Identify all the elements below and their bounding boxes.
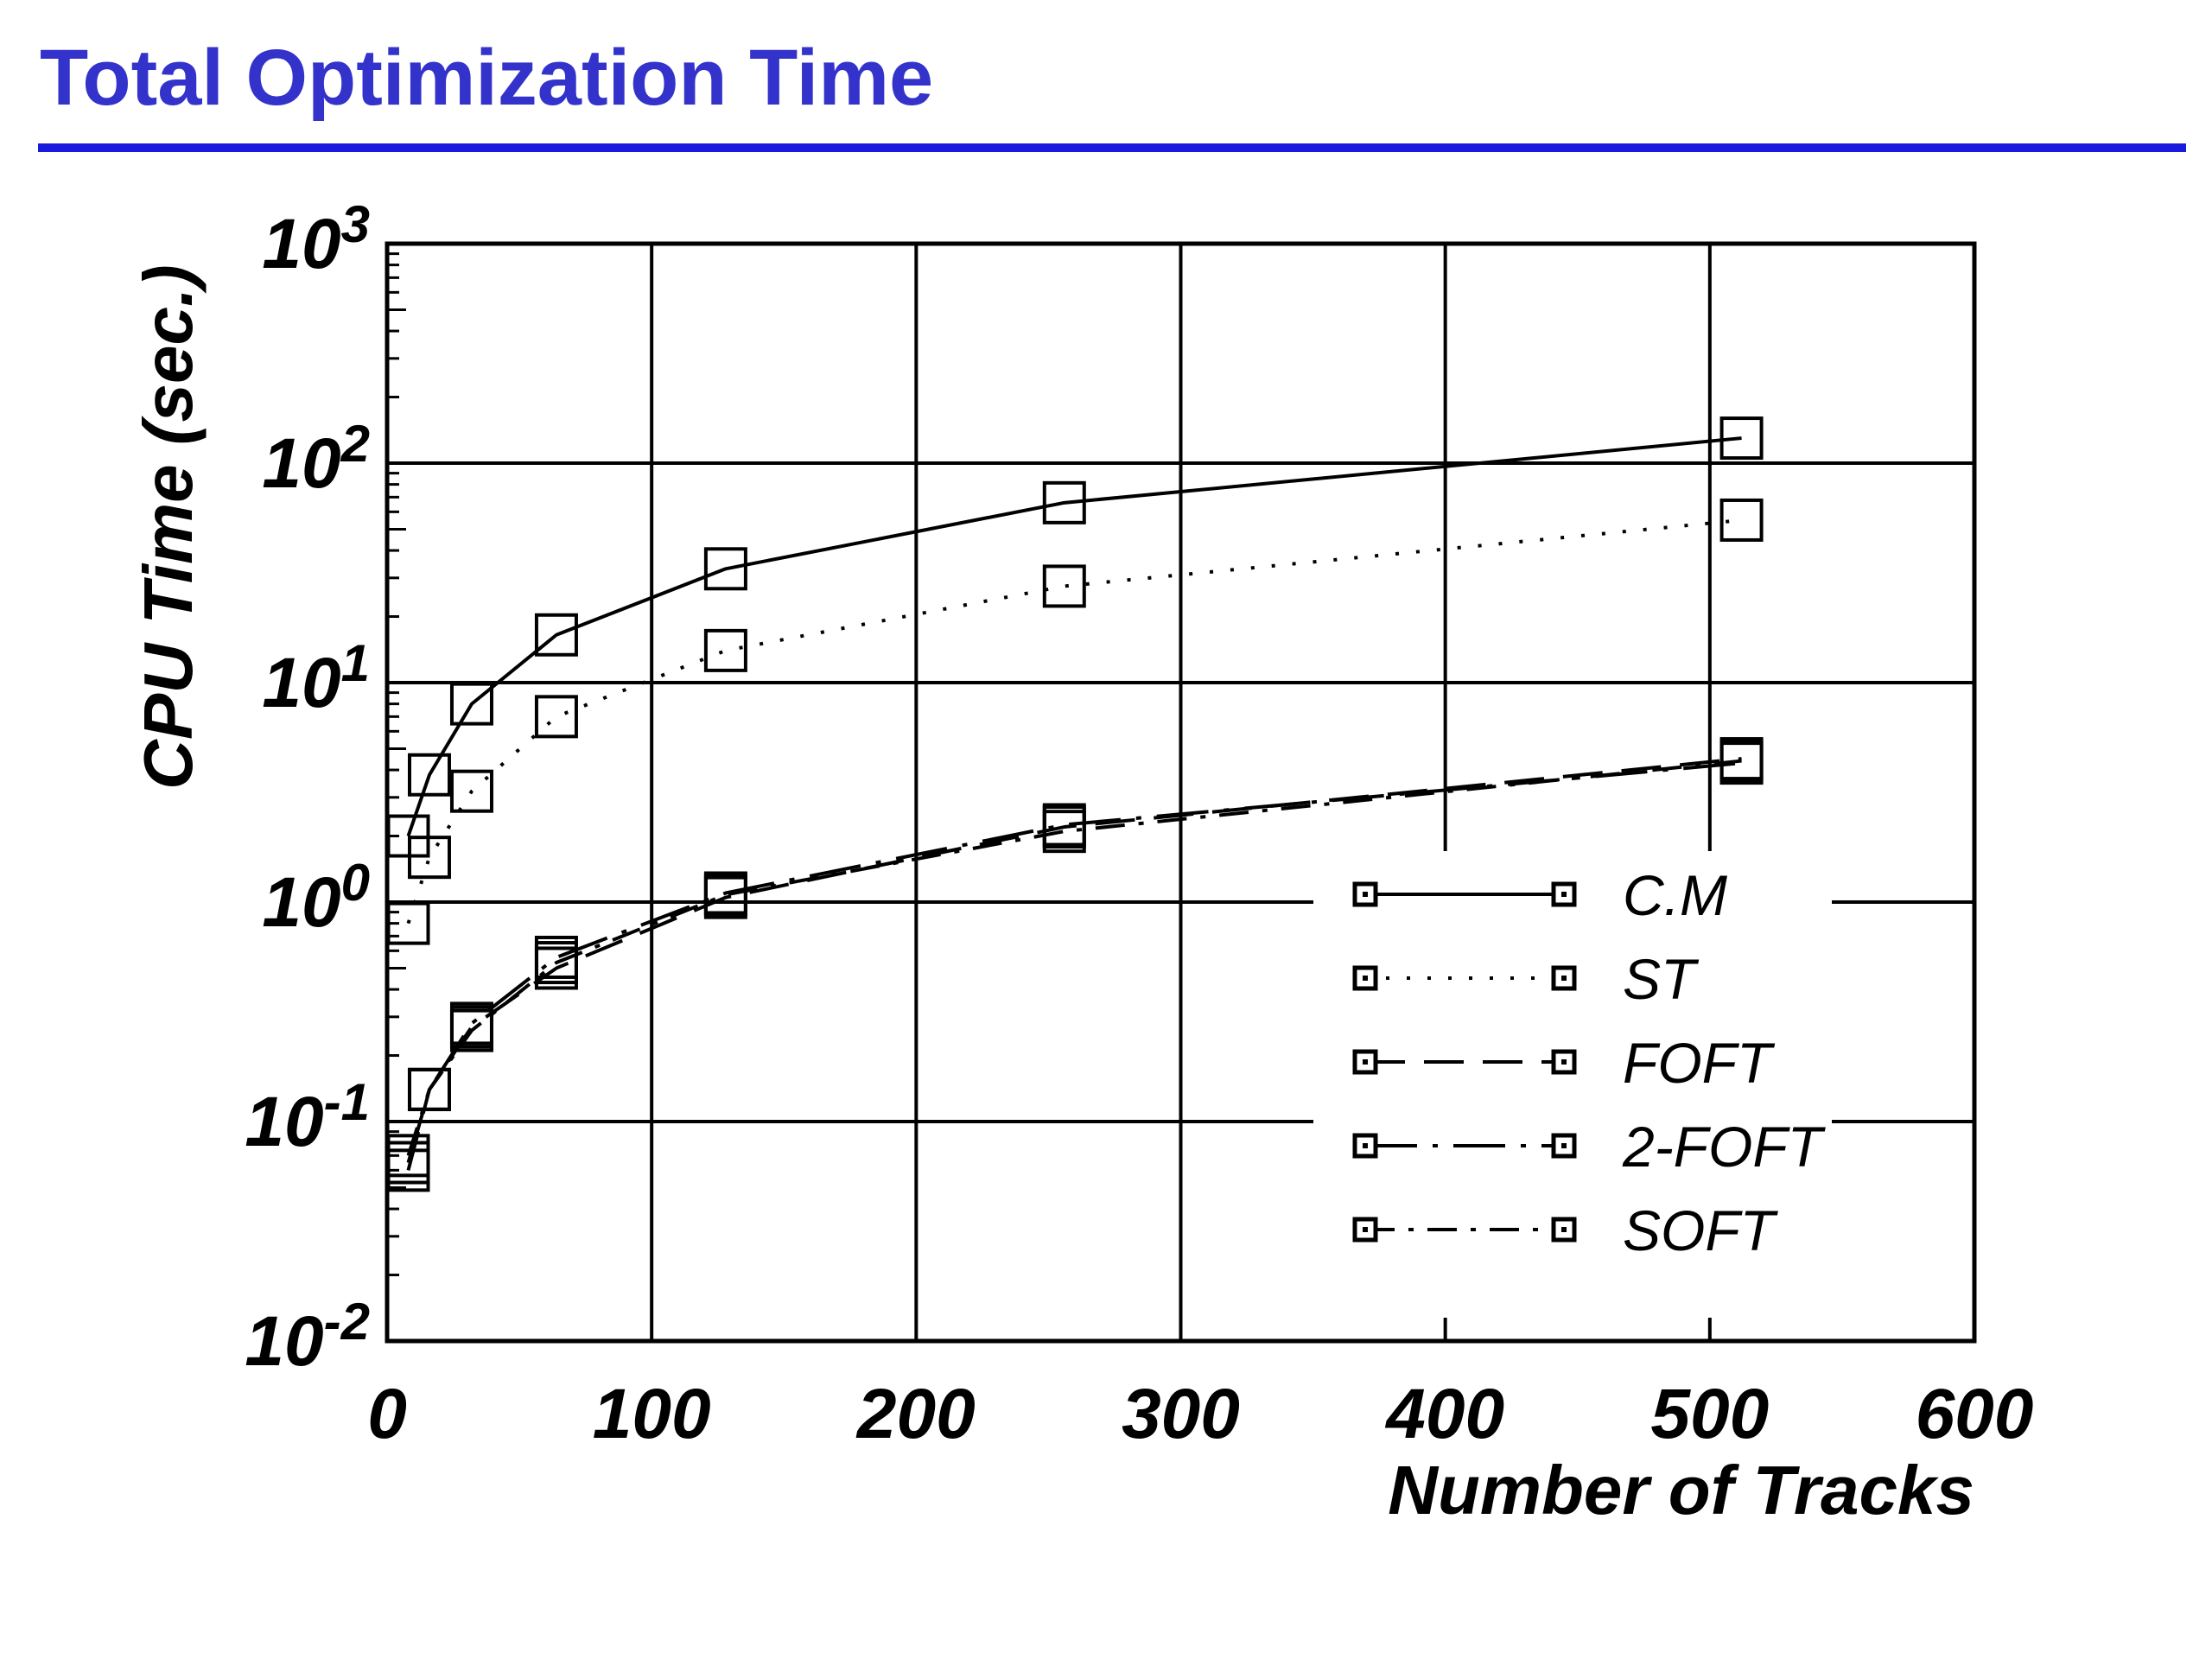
y-tick-label: 100 bbox=[262, 854, 370, 942]
series-line bbox=[406, 759, 1742, 1156]
x-tick-label: 600 bbox=[1916, 1375, 2034, 1453]
x-tick-label: 0 bbox=[367, 1375, 407, 1453]
legend-item: ST bbox=[1352, 947, 1700, 1011]
y-tick-label: 103 bbox=[262, 195, 370, 283]
x-tick-labels: 0 100 200 300 400 500 600 bbox=[367, 1375, 2033, 1453]
data-point-marker bbox=[1719, 498, 1764, 542]
x-tick-label: 400 bbox=[1384, 1375, 1504, 1453]
series-line bbox=[406, 436, 1742, 837]
legend-label: ST bbox=[1623, 947, 1700, 1011]
data-point-marker bbox=[449, 1008, 493, 1052]
data-point-marker bbox=[407, 836, 451, 880]
legend-item: C.M bbox=[1352, 863, 1727, 927]
legend-marker-dot bbox=[1363, 976, 1368, 981]
series-c-m bbox=[386, 416, 1764, 858]
x-tick-label: 200 bbox=[855, 1375, 976, 1453]
data-point-marker bbox=[703, 873, 747, 917]
legend-marker-dot bbox=[1561, 1227, 1567, 1232]
data-point-marker bbox=[407, 1067, 451, 1111]
legend-label: C.M bbox=[1623, 863, 1727, 927]
data-point-marker bbox=[703, 628, 747, 672]
legend-item: 2-FOFT bbox=[1352, 1115, 1827, 1179]
series-soft bbox=[386, 739, 1764, 1178]
data-point-marker bbox=[1719, 416, 1764, 461]
legend-label: SOFT bbox=[1623, 1198, 1779, 1262]
data-point-marker bbox=[1042, 564, 1086, 608]
x-axis-title: Number of Tracks bbox=[1388, 1452, 1974, 1529]
legend-marker-dot bbox=[1561, 976, 1567, 981]
y-tick-label: 10-1 bbox=[245, 1073, 370, 1161]
y-tick-labels: 103 102 101 100 10-1 10-2 bbox=[245, 195, 370, 1381]
y-axis-title: CPU Time (sec.) bbox=[130, 264, 207, 790]
legend-item: SOFT bbox=[1352, 1198, 1779, 1262]
legend-marker-dot bbox=[1363, 1143, 1368, 1148]
legend-item: FOFT bbox=[1352, 1031, 1776, 1095]
slide-title: Total Optimization Time bbox=[40, 34, 934, 122]
legend-marker-dot bbox=[1561, 892, 1567, 897]
y-tick-label: 102 bbox=[262, 415, 370, 503]
data-point-marker bbox=[1042, 480, 1086, 524]
series-st bbox=[386, 498, 1764, 945]
legend-marker bbox=[1551, 1133, 1577, 1159]
legend: C.M ST FOFT 2-FOFT SOFT bbox=[1352, 863, 1827, 1262]
legend-marker-dot bbox=[1363, 1059, 1368, 1065]
data-point-marker bbox=[449, 1005, 493, 1049]
legend-label: FOFT bbox=[1623, 1031, 1776, 1095]
legend-marker-dot bbox=[1561, 1143, 1567, 1148]
legend-marker-dot bbox=[1363, 892, 1368, 897]
legend-marker-dot bbox=[1363, 1227, 1368, 1232]
legend-marker bbox=[1352, 1049, 1378, 1075]
legend-label: 2-FOFT bbox=[1622, 1115, 1827, 1179]
x-tick-label: 500 bbox=[1650, 1375, 1769, 1453]
plot-frame bbox=[385, 241, 1977, 1344]
legend-marker-dot bbox=[1561, 1059, 1567, 1065]
data-point-marker bbox=[449, 769, 493, 813]
data-point-marker bbox=[703, 547, 747, 591]
data-point-marker bbox=[449, 682, 493, 726]
data-point-marker bbox=[534, 613, 578, 657]
title-rule bbox=[38, 143, 2186, 152]
data-point-marker bbox=[534, 941, 578, 985]
data-point-marker bbox=[534, 695, 578, 739]
x-tick-label: 300 bbox=[1122, 1375, 1240, 1453]
data-point-marker bbox=[407, 753, 451, 797]
y-tick-label: 10-2 bbox=[245, 1293, 370, 1381]
series-lines bbox=[386, 416, 1764, 1192]
data-point-marker bbox=[1719, 739, 1764, 783]
data-point-marker bbox=[1042, 810, 1086, 854]
y-tick-label: 101 bbox=[262, 634, 370, 722]
x-tick-label: 100 bbox=[593, 1375, 711, 1453]
